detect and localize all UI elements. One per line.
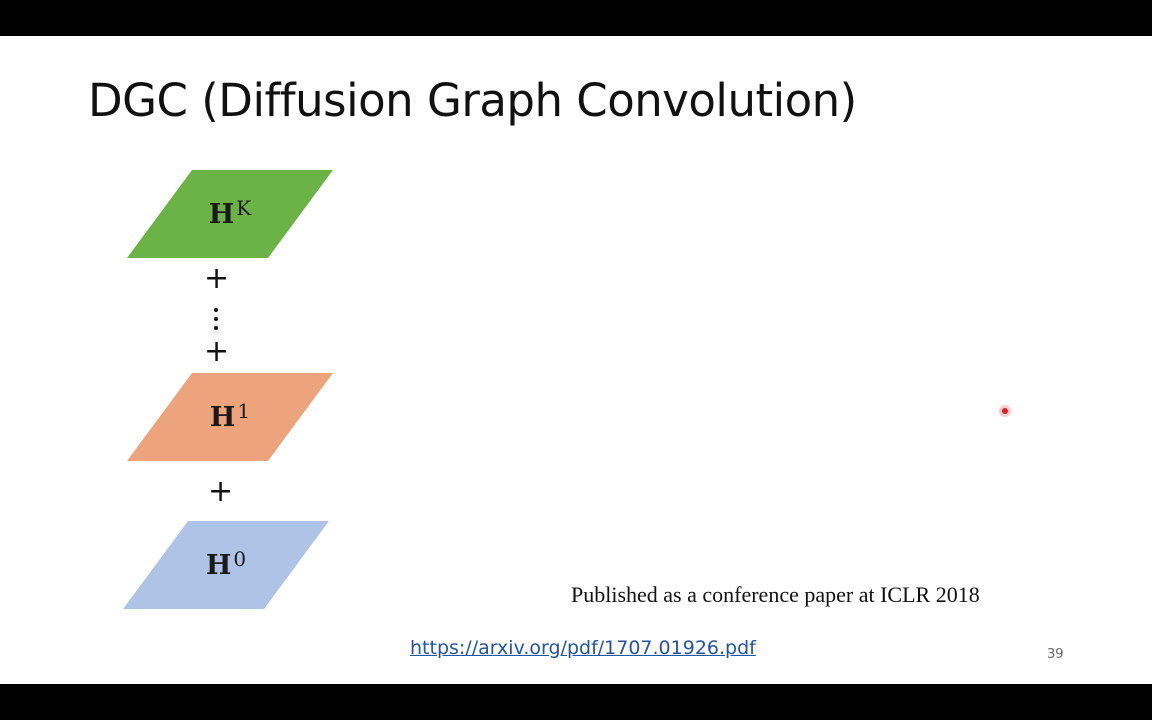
block-label-superscript: 1 xyxy=(237,399,251,423)
block-label-base: H xyxy=(205,549,232,581)
plus-sign-middle: + xyxy=(204,334,230,369)
parallelogram-shape-hk xyxy=(127,170,333,258)
vertical-ellipsis xyxy=(214,308,218,335)
page-number: 39 xyxy=(1047,647,1064,662)
plus-sign-bottom: + xyxy=(208,474,234,509)
slide-title: DGC (Diffusion Graph Convolution) xyxy=(88,74,857,127)
block-label-superscript: K xyxy=(236,196,252,220)
paper-link[interactable]: https://arxiv.org/pdf/1707.01926.pdf xyxy=(410,637,756,659)
laser-pointer-icon xyxy=(999,405,1011,417)
block-label-base: H xyxy=(209,401,236,433)
parallelogram-shape-h1 xyxy=(127,373,333,461)
parallelogram-shape-h0 xyxy=(123,521,329,609)
block-label-base: H xyxy=(208,198,235,230)
plus-sign-top: + xyxy=(204,261,230,296)
published-note: Published as a conference paper at ICLR … xyxy=(571,582,980,607)
block-label-superscript: 0 xyxy=(233,547,247,571)
